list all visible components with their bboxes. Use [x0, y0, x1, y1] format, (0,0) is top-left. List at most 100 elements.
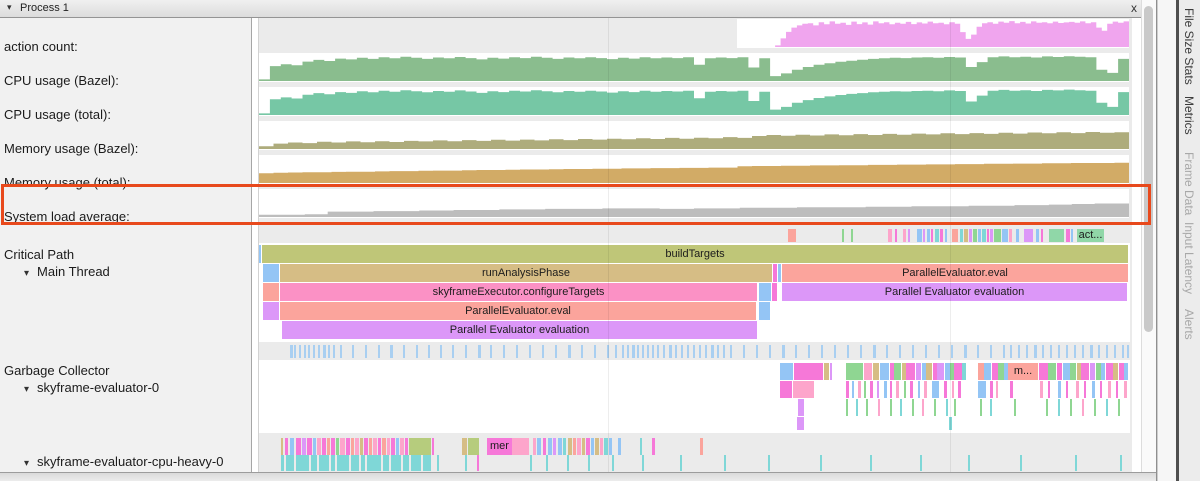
skyframe-evaluator-cpu-heavy-0-track-slice[interactable]: [530, 455, 532, 471]
skyframe-evaluator-0-track-slice[interactable]: [870, 381, 873, 398]
slice-parallelevaluator-eval[interactable]: ParallelEvaluator.eval: [782, 264, 1128, 282]
skyframe-evaluator-0-track-slice[interactable]: [830, 363, 832, 380]
skyframe-evaluator-0-track-slice[interactable]: [1106, 363, 1113, 380]
horizontal-scrollbar[interactable]: [0, 472, 1156, 481]
slice-parallel-evaluator-evaluation[interactable]: Parallel Evaluator evaluation: [282, 321, 757, 339]
skyframe-evaluator-0-track-slice[interactable]: [873, 363, 879, 380]
skyframe-evaluator-cpu-heavy-0-track-slice[interactable]: [317, 438, 321, 455]
side-tab-input-latency[interactable]: Input Latency: [1182, 222, 1196, 295]
skyframe-evaluator-0-track-slice[interactable]: [864, 381, 866, 398]
memory-usage-bazel-chart[interactable]: [259, 122, 1129, 149]
skyframe-evaluator-0-track-slice[interactable]: [1014, 399, 1016, 416]
main-thread-track-slice[interactable]: [263, 264, 279, 282]
skyframe-evaluator-0-track-slice[interactable]: [852, 381, 854, 398]
skyframe-evaluator-cpu-heavy-0-track-slice[interactable]: [286, 455, 294, 471]
critical-path-track-slice[interactable]: [1041, 229, 1043, 242]
skyframe-evaluator-0-track-slice[interactable]: [900, 399, 902, 416]
skyframe-evaluator-cpu-heavy-0-track-slice[interactable]: [290, 438, 294, 455]
critical-path-track-slice[interactable]: [931, 229, 933, 242]
critical-path-track-slice[interactable]: [945, 229, 947, 242]
critical-path-track-slice[interactable]: [990, 229, 993, 242]
skyframe-evaluator-0-track-slice[interactable]: [946, 399, 948, 416]
skyframe-evaluator-cpu-heavy-0-track-slice[interactable]: [336, 438, 339, 455]
skyframe-evaluator-cpu-heavy-0-track-slice[interactable]: [568, 438, 572, 455]
skyframe-evaluator-cpu-heavy-0-track-slice[interactable]: [724, 455, 726, 471]
skyframe-evaluator-0-track-slice[interactable]: [958, 381, 961, 398]
skyframe-evaluator-cpu-heavy-0-track-slice[interactable]: [680, 455, 682, 471]
process-collapse-arrow-icon[interactable]: ▾: [7, 2, 12, 12]
skyframe-evaluator-0-track-slice[interactable]: [1077, 363, 1081, 380]
skyframe-evaluator-cpu-heavy-0-track-slice[interactable]: [319, 455, 329, 471]
skyframe-evaluator-cpu-heavy-0-track-slice[interactable]: [378, 438, 381, 455]
critical-path-track-slice[interactable]: [960, 229, 963, 242]
skyframe-evaluator-0-track-slice[interactable]: [780, 381, 792, 398]
skyframe-evaluator-0-track-slice[interactable]: [933, 363, 937, 380]
skyframe-evaluator-cpu-heavy-0-track-slice[interactable]: [1075, 455, 1077, 471]
slice-act[interactable]: act...: [1077, 229, 1104, 242]
skyframe-evaluator-cpu-heavy-0-track-slice[interactable]: [327, 438, 330, 455]
critical-path-track-slice[interactable]: [1024, 229, 1033, 242]
memory-usage-total-chart[interactable]: [259, 156, 1129, 183]
slice-skyframeexecutor-configuretargets[interactable]: skyframeExecutor.configureTargets: [280, 283, 757, 301]
skyframe-evaluator-cpu-heavy-0-track-slice[interactable]: [477, 455, 479, 471]
skyframe-evaluator-0-track-slice[interactable]: [890, 381, 892, 398]
skyframe-evaluator-0-track-slice[interactable]: [904, 381, 906, 398]
critical-path-track-slice[interactable]: [908, 229, 910, 242]
slice-buildtargets[interactable]: buildTargets: [262, 245, 1128, 263]
skyframe-evaluator-0-track-slice[interactable]: [797, 417, 804, 430]
skyframe-evaluator-0-track-slice[interactable]: [950, 363, 954, 380]
critical-path-track-slice[interactable]: [940, 229, 943, 242]
skyframe-evaluator-0-track-slice[interactable]: [1108, 381, 1111, 398]
system-load-average-chart[interactable]: [259, 190, 1129, 217]
skyframe-evaluator-0-track-slice[interactable]: [996, 381, 998, 398]
skyframe-evaluator-cpu-heavy-0-track-slice[interactable]: [432, 438, 434, 455]
skyframe-evaluator-cpu-heavy-0-track-slice[interactable]: [382, 438, 386, 455]
cpu-usage-bazel-chart[interactable]: [259, 54, 1129, 81]
skyframe-evaluator-cpu-heavy-0-track-slice[interactable]: [820, 455, 822, 471]
skyframe-evaluator-cpu-heavy-0-track-slice[interactable]: [548, 438, 552, 455]
skyframe-evaluator-0-track-slice[interactable]: [866, 399, 868, 416]
critical-path-track-slice[interactable]: [1036, 229, 1039, 242]
skyframe-evaluator-0-track-slice[interactable]: [1081, 363, 1089, 380]
skyframe-evaluator-cpu-heavy-0-track-slice[interactable]: [465, 455, 467, 471]
skyframe-evaluator-cpu-heavy-0-track-slice[interactable]: [391, 455, 401, 471]
skyframe-evaluator-cpu-heavy-0-track-slice[interactable]: [409, 438, 431, 455]
skyframe-evaluator-cpu-heavy-0-track-slice[interactable]: [870, 455, 872, 471]
critical-path-track-slice[interactable]: [1071, 229, 1073, 242]
critical-path-track-slice[interactable]: [1002, 229, 1008, 242]
skyframe-evaluator-cpu-heavy-0-track-slice[interactable]: [563, 438, 566, 455]
skyframe-evaluator-0-track-slice[interactable]: [896, 381, 899, 398]
skyframe-evaluator-0-track-slice[interactable]: [1124, 363, 1128, 380]
skyframe-evaluator-0-track-slice[interactable]: [1040, 381, 1043, 398]
skyframe-evaluator-cpu-heavy-0-track-slice[interactable]: [1020, 455, 1022, 471]
skyframe-evaluator-0-track-slice[interactable]: [1116, 381, 1118, 398]
skyframe-evaluator-cpu-heavy-0-track-slice[interactable]: [586, 438, 590, 455]
skyframe-evaluator-cpu-heavy-0-track-slice[interactable]: [618, 438, 621, 455]
slice-mer[interactable]: mer: [487, 438, 512, 455]
skyframe-evaluator-0-track-slice[interactable]: [990, 399, 992, 416]
skyframe-evaluator-cpu-heavy-0-track-slice[interactable]: [311, 455, 317, 471]
critical-path-track-slice[interactable]: [935, 229, 939, 242]
skyframe-evaluator-0-track-slice[interactable]: [894, 363, 901, 380]
cpu-usage-total-chart[interactable]: [259, 88, 1129, 115]
skyframe-evaluator-cpu-heavy-0-track-slice[interactable]: [351, 455, 359, 471]
skyframe-evaluator-cpu-heavy-0-track-slice[interactable]: [360, 438, 363, 455]
main-thread-track-slice[interactable]: [772, 283, 777, 301]
skyframe-evaluator-0-track-slice[interactable]: [902, 363, 906, 380]
skyframe-evaluator-cpu-heavy-0-track-slice[interactable]: [582, 438, 585, 455]
skyframe-evaluator-cpu-heavy-0-track-slice[interactable]: [396, 438, 399, 455]
side-tab-file-size-stats[interactable]: File Size Stats: [1182, 8, 1196, 85]
skyframe-evaluator-0-track-slice[interactable]: [1092, 381, 1095, 398]
close-icon[interactable]: x: [1131, 1, 1137, 15]
skyframe-evaluator-0-track-slice[interactable]: [884, 381, 887, 398]
skyframe-evaluator-cpu-heavy-0-track-slice[interactable]: [355, 438, 359, 455]
skyframe-evaluator-0-track-slice[interactable]: [1090, 363, 1095, 380]
skyframe-evaluator-0-track-slice[interactable]: [1048, 381, 1050, 398]
skyframe-evaluator-0-track-slice[interactable]: [890, 399, 892, 416]
skyframe-evaluator-0-track-slice[interactable]: [877, 381, 879, 398]
skyframe-evaluator-0-track-slice[interactable]: [980, 399, 982, 416]
skyframe-evaluator-0-track-slice[interactable]: [890, 363, 894, 380]
skyframe-evaluator-cpu-heavy-0-track-slice[interactable]: [768, 455, 770, 471]
main-thread-track-slice[interactable]: [259, 245, 261, 263]
skyframe-evaluator-0-track-slice[interactable]: [937, 363, 944, 380]
